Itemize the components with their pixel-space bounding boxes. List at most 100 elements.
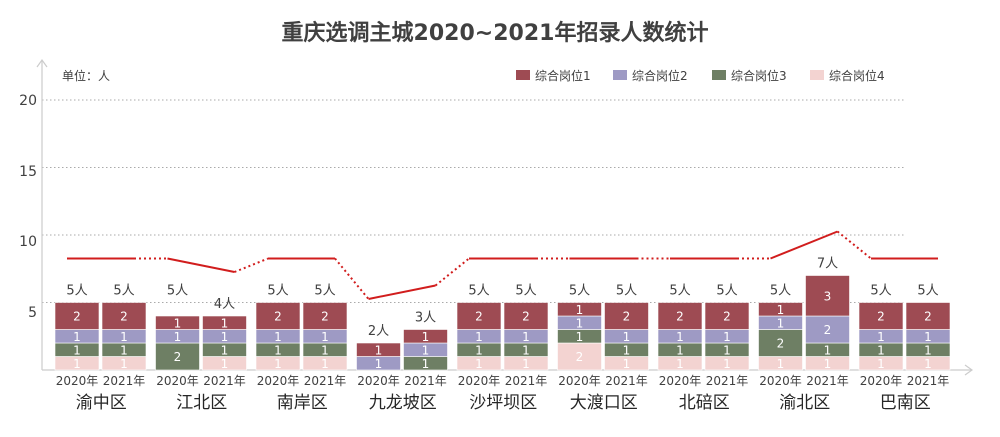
bar-segment <box>255 302 301 330</box>
legend-label-4: 综合岗位4 <box>829 68 885 83</box>
year-tick-label: 2020年 <box>458 374 501 388</box>
segment-value-label: 1 <box>576 330 584 344</box>
segment-value-label: 1 <box>120 357 128 371</box>
bar-total-label: 5人 <box>113 284 134 299</box>
bar-segment <box>503 302 549 330</box>
segment-value-label: 1 <box>777 357 785 371</box>
segment-value-label: 2 <box>73 310 81 324</box>
bar-segment <box>202 315 247 330</box>
chart-title: 重庆选调主城2020~2021年招录人数统计 <box>282 20 709 46</box>
bar-segment <box>155 342 200 371</box>
segment-value-label: 2 <box>777 337 785 351</box>
segment-value-label: 1 <box>877 343 885 357</box>
legend-label-3: 综合岗位3 <box>731 68 787 83</box>
legend-label-2: 综合岗位2 <box>632 68 688 83</box>
segment-value-label: 1 <box>274 357 282 371</box>
segment-value-label: 1 <box>924 330 932 344</box>
year-tick-label: 2020年 <box>56 374 99 388</box>
trend-line-connector <box>836 230 872 260</box>
year-tick-label: 2020年 <box>659 374 702 388</box>
trend-line-connector <box>234 257 269 273</box>
y-tick-label: 15 <box>19 164 37 180</box>
bar-segment <box>704 302 750 330</box>
bar-total-label: 4人 <box>214 297 235 312</box>
bar-segment <box>557 302 602 317</box>
district-label: 沙坪坝区 <box>469 393 537 413</box>
bar-segment <box>54 302 100 330</box>
segment-value-label: 1 <box>676 330 684 344</box>
legend-swatch-1 <box>516 70 530 80</box>
segment-value-label: 1 <box>824 343 832 357</box>
y-tick-label: 5 <box>28 305 37 321</box>
segment-value-label: 1 <box>422 330 430 344</box>
y-tick-label: 20 <box>19 93 37 109</box>
bar-total-label: 5人 <box>267 284 288 299</box>
bar-segment <box>858 302 904 330</box>
segment-value-label: 1 <box>375 357 383 371</box>
district-label: 江北区 <box>176 393 227 413</box>
segment-value-label: 2 <box>576 350 584 364</box>
segment-value-label: 1 <box>676 343 684 357</box>
segment-value-label: 1 <box>221 316 229 330</box>
segment-value-label: 1 <box>522 357 530 371</box>
segment-value-label: 2 <box>321 310 329 324</box>
district-label: 渝北区 <box>779 393 830 413</box>
segment-value-label: 1 <box>174 330 182 344</box>
segment-value-label: 1 <box>576 316 584 330</box>
segment-value-label: 1 <box>321 357 329 371</box>
segment-value-label: 1 <box>877 330 885 344</box>
bar-total-label: 5人 <box>669 284 690 299</box>
bar-segment <box>805 275 850 317</box>
segment-value-label: 1 <box>522 343 530 357</box>
x-axis-arrow <box>964 364 974 376</box>
bar-total-label: 5人 <box>770 284 791 299</box>
segment-value-label: 1 <box>221 357 229 371</box>
segment-value-label: 1 <box>375 343 383 357</box>
bar-segment <box>356 342 401 357</box>
bar-total-label: 5人 <box>569 284 590 299</box>
year-tick-label: 2021年 <box>404 374 447 388</box>
legend-label-1: 综合岗位1 <box>535 68 591 83</box>
segment-value-label: 1 <box>824 357 832 371</box>
segment-value-label: 1 <box>623 343 631 357</box>
segment-value-label: 1 <box>777 303 785 317</box>
bar-total-label: 5人 <box>716 284 737 299</box>
segment-value-label: 1 <box>576 303 584 317</box>
segment-value-label: 1 <box>422 357 430 371</box>
grid-lines <box>42 99 905 303</box>
year-tick-label: 2021年 <box>605 374 648 388</box>
y-tick-labels: 20 15 10 5 <box>19 93 37 321</box>
year-tick-label: 2021年 <box>203 374 246 388</box>
segment-value-label: 2 <box>623 310 631 324</box>
segment-value-label: 1 <box>623 357 631 371</box>
bar-total-label: 3人 <box>415 311 436 326</box>
trend-line-connector <box>334 257 370 300</box>
legend-swatch-2 <box>613 70 627 80</box>
bar-segment <box>101 302 147 330</box>
segment-value-label: 2 <box>877 310 885 324</box>
year-tick-label: 2021年 <box>304 374 347 388</box>
bar-total-label: 5人 <box>66 284 87 299</box>
trend-line-segment <box>368 284 436 300</box>
segment-value-label: 1 <box>274 330 282 344</box>
year-tick-label: 2021年 <box>706 374 749 388</box>
year-tick-label: 2020年 <box>156 374 199 388</box>
segment-value-label: 1 <box>475 330 483 344</box>
bar-total-label: 2人 <box>368 324 389 339</box>
unit-label: 单位：人 <box>62 68 110 83</box>
trend-line <box>67 230 938 300</box>
segment-value-label: 1 <box>475 357 483 371</box>
segment-value-label: 2 <box>723 310 731 324</box>
segment-value-label: 2 <box>120 310 128 324</box>
bar-total-label: 5人 <box>515 284 536 299</box>
segment-value-label: 2 <box>522 310 530 324</box>
segment-value-label: 1 <box>120 343 128 357</box>
bar-segment <box>758 329 803 357</box>
segment-value-label: 1 <box>120 330 128 344</box>
segment-value-label: 1 <box>321 330 329 344</box>
district-label: 巴南区 <box>880 393 931 413</box>
segment-value-label: 2 <box>824 323 832 337</box>
segment-value-label: 1 <box>174 316 182 330</box>
year-tick-label: 2021年 <box>806 374 849 388</box>
